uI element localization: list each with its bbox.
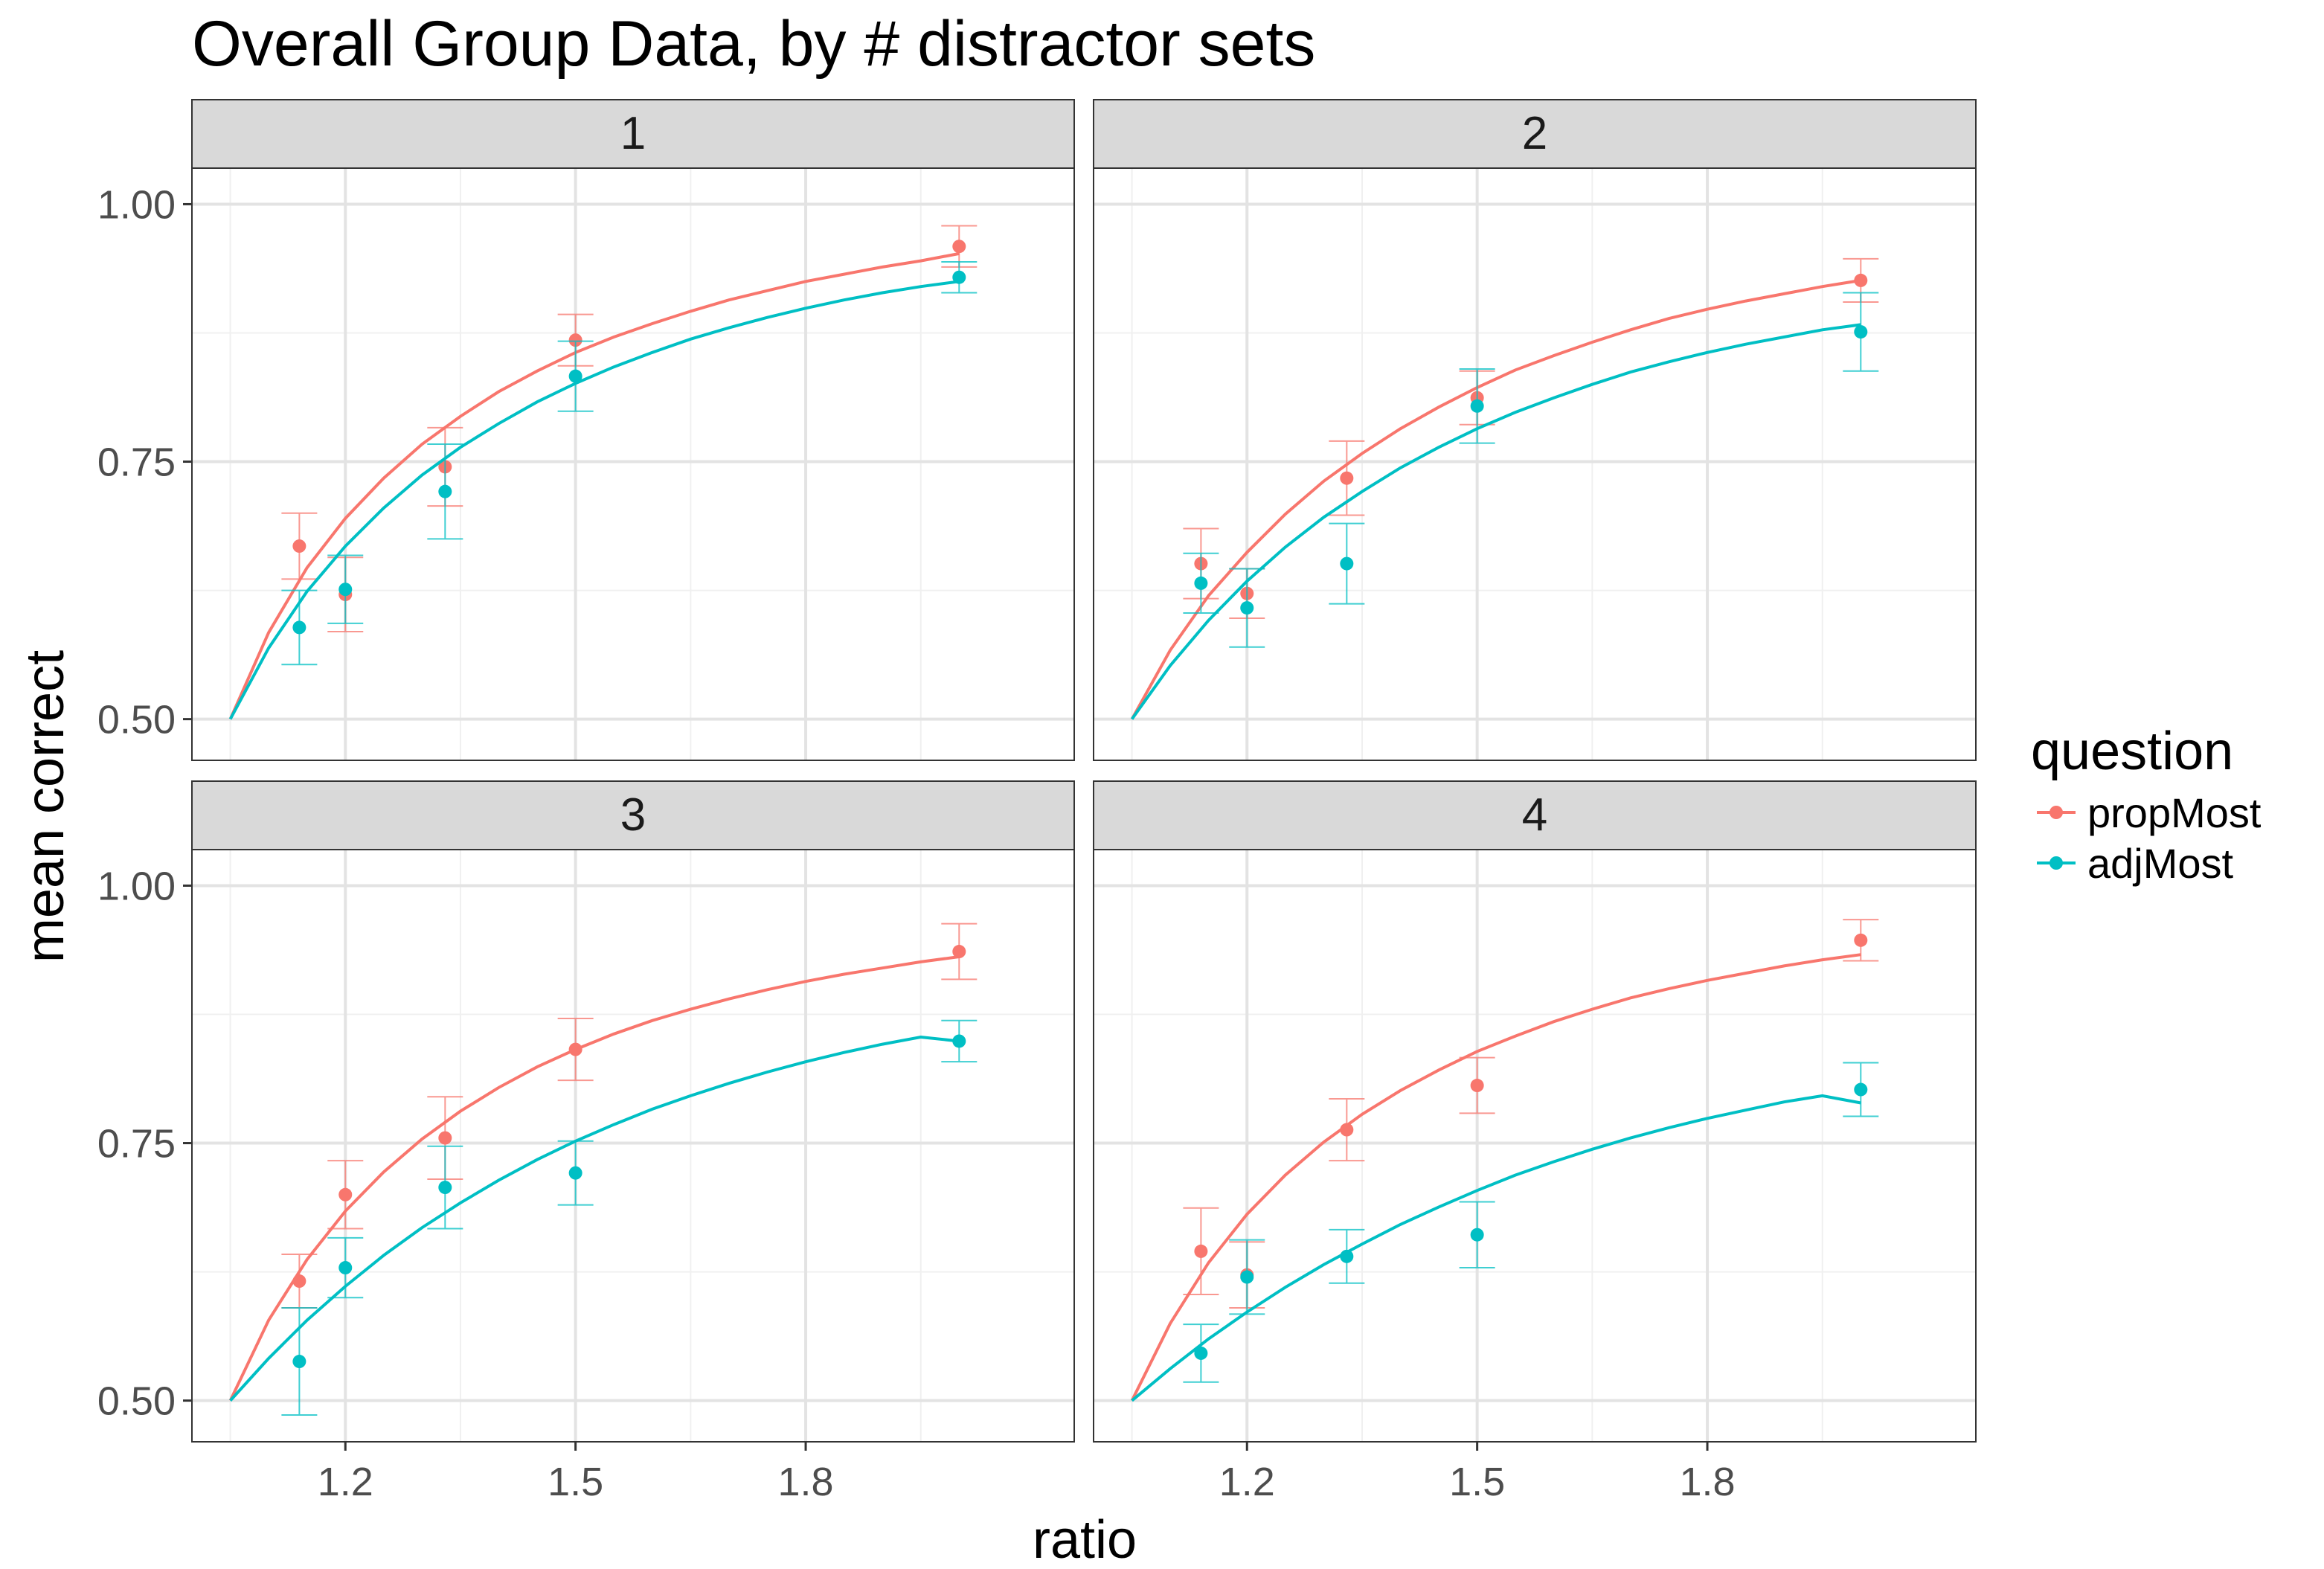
data-point <box>1470 1228 1484 1242</box>
fit-curve-propMost <box>228 955 960 1402</box>
panel-strip-label: 1 <box>620 108 646 159</box>
data-point <box>1854 1082 1868 1097</box>
panel-strip-label: 2 <box>1522 108 1547 159</box>
series-propMost <box>1130 919 1879 1402</box>
panel-grid: 1 0.50 0.75 1.00 2 3 0.50 0.75 1.00 1.2 1.5 1.8 4 1.2… <box>97 99 1977 1504</box>
panel-2: 2 <box>1093 99 1977 761</box>
legend-entry-label: adjMost <box>2087 840 2234 887</box>
data-point <box>1340 1123 1354 1137</box>
data-point <box>338 1187 353 1201</box>
data-point <box>1854 273 1868 287</box>
panel-background <box>1094 850 1976 1442</box>
data-point <box>438 484 452 498</box>
x-tick-label: 1.8 <box>778 1460 834 1504</box>
y-tick-label: 1.00 <box>97 182 176 227</box>
y-tick-label: 0.50 <box>97 698 176 742</box>
panel-border <box>191 849 1075 1443</box>
panel-4: 4 1.2 1.5 1.8 <box>1093 780 1977 1504</box>
data-point <box>292 1355 306 1369</box>
fit-curve-propMost <box>1130 953 1861 1402</box>
data-point <box>1194 576 1208 590</box>
panel-border <box>1093 849 1977 1443</box>
series-adjMost <box>1131 1062 1879 1402</box>
panel-background <box>192 168 1074 760</box>
data-point <box>568 369 582 383</box>
panel-3: 3 0.50 0.75 1.00 1.2 1.5 1.8 <box>97 780 1075 1504</box>
data-point <box>438 1181 452 1195</box>
data-point <box>952 240 966 254</box>
data-point <box>338 583 353 597</box>
legend-key-point <box>2049 856 2063 870</box>
data-point <box>1854 933 1868 947</box>
panel-strip <box>191 99 1075 169</box>
legend-key-point <box>2049 806 2063 819</box>
data-point <box>1194 1244 1208 1258</box>
chart-title: Overall Group Data, by # distractor sets <box>192 8 1315 80</box>
fit-curve-propMost <box>228 251 960 720</box>
data-point <box>1194 1346 1208 1360</box>
panel-strip-label: 3 <box>620 789 646 841</box>
fit-curve-propMost <box>1130 278 1861 720</box>
panel-border <box>1093 167 1977 761</box>
data-point <box>568 1166 582 1180</box>
panel-strip <box>1093 99 1977 169</box>
data-point <box>568 333 582 347</box>
data-point <box>952 270 966 284</box>
data-point <box>438 1131 452 1145</box>
data-point <box>292 1274 306 1289</box>
panel-background <box>192 850 1074 1442</box>
data-point <box>1340 1249 1354 1263</box>
panel-background <box>1094 168 1976 760</box>
panel-strip <box>1093 780 1977 850</box>
series-adjMost <box>1130 292 1879 720</box>
data-point <box>338 1261 353 1275</box>
fit-curve-adjMost <box>1131 1094 1861 1402</box>
fit-curve-adjMost <box>228 280 960 720</box>
panel-strip-label: 4 <box>1522 789 1547 841</box>
series-propMost <box>228 923 978 1402</box>
legend-entry-propMost: propMost <box>2037 789 2262 836</box>
x-tick-label: 1.8 <box>1680 1460 1736 1504</box>
y-axis-label: mean correct <box>16 650 75 963</box>
y-tick-label: 0.75 <box>97 1122 176 1167</box>
data-point <box>1340 556 1354 571</box>
fit-curve-adjMost <box>1130 323 1861 720</box>
data-point <box>1470 399 1484 413</box>
x-tick-label: 1.5 <box>548 1460 603 1504</box>
legend-title: question <box>2031 722 2233 781</box>
data-point <box>292 539 306 554</box>
x-tick-label: 1.5 <box>1449 1460 1505 1504</box>
panel-border <box>191 167 1075 761</box>
panel-1: 1 0.50 0.75 1.00 <box>97 99 1075 761</box>
data-point <box>1240 601 1254 615</box>
data-point <box>1240 1270 1254 1284</box>
data-point <box>1470 1079 1484 1093</box>
data-point <box>952 1034 966 1048</box>
data-point <box>1854 325 1868 339</box>
data-point <box>1340 471 1354 485</box>
data-point <box>292 620 306 635</box>
y-tick-label: 0.50 <box>97 1379 176 1424</box>
legend-entry-adjMost: adjMost <box>2037 840 2234 887</box>
x-tick-label: 1.2 <box>1219 1460 1275 1504</box>
data-point <box>568 1042 582 1056</box>
x-axis-label: ratio <box>1033 1510 1137 1569</box>
y-tick-label: 0.75 <box>97 440 176 485</box>
legend-entry-label: propMost <box>2087 789 2262 836</box>
data-point <box>952 945 966 959</box>
fit-curve-adjMost <box>229 1035 960 1402</box>
x-tick-label: 1.2 <box>318 1460 373 1504</box>
series-adjMost <box>228 260 978 720</box>
y-tick-label: 1.00 <box>97 864 176 908</box>
series-adjMost <box>229 1019 978 1416</box>
